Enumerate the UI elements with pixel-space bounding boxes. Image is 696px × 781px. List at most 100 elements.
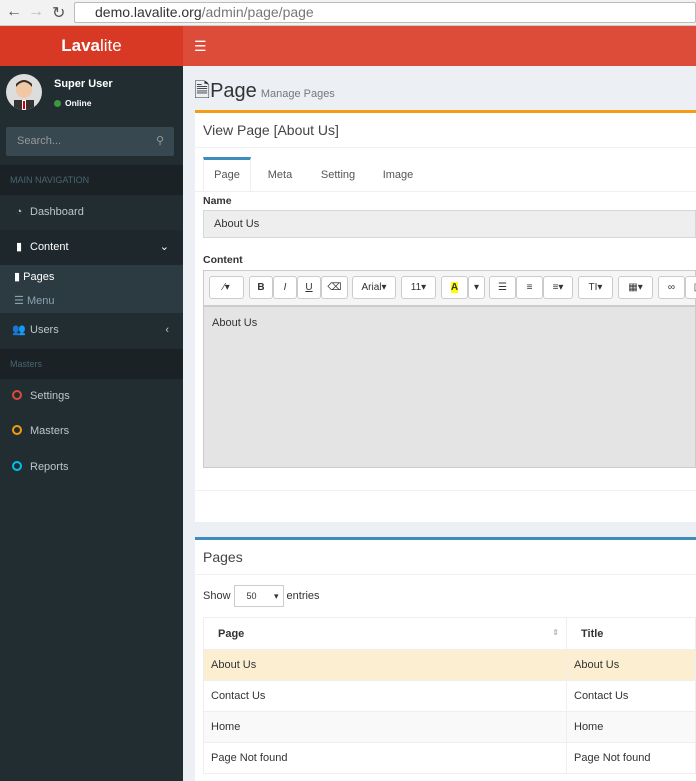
color-letter: A bbox=[450, 282, 459, 293]
table-row[interactable]: About Us About Us bbox=[203, 649, 696, 681]
circle-icon bbox=[12, 425, 22, 435]
sidebar-item-reports[interactable]: Reports bbox=[0, 450, 183, 485]
url-bar[interactable]: demo.lavalite.org/admin/page/page bbox=[74, 2, 696, 23]
font-family-dropdown[interactable]: Arial▾ bbox=[352, 276, 396, 299]
cell-page: Home bbox=[203, 711, 567, 743]
pages-list-box: Pages Show 50 ▾ entries Page ⇕ Title About U… bbox=[195, 537, 696, 781]
table-row[interactable]: Page Not found Page Not found bbox=[203, 742, 696, 774]
page-subtitle: Manage Pages bbox=[260, 88, 335, 100]
url-path: /admin/page/page bbox=[201, 4, 314, 20]
table-row[interactable]: Contact Us Contact Us bbox=[203, 680, 696, 712]
box-title: View Page [About Us] bbox=[203, 122, 339, 138]
italic-button[interactable]: I bbox=[273, 276, 297, 299]
sidebar-item-menu[interactable]: ☰ Menu bbox=[0, 289, 183, 313]
content-submenu: ▮ Pages ☰ Menu bbox=[0, 265, 183, 313]
sidebar-item-pages[interactable]: ▮ Pages bbox=[0, 265, 183, 289]
cell-page: About Us bbox=[203, 649, 567, 681]
editor-text: About Us bbox=[212, 317, 258, 329]
line-height-icon[interactable]: TI▾ bbox=[578, 276, 613, 299]
link-icon[interactable]: ∞ bbox=[658, 276, 685, 299]
align-icon[interactable]: ≡▾ bbox=[543, 276, 573, 299]
reload-icon[interactable]: ↻ bbox=[52, 5, 66, 22]
editor-toolbar: ⁄▾ B I U ⌫ Arial▾ 11▾ A ▾ ☰ ≡ ≡▾ TI▾ ▦▾ … bbox=[203, 270, 696, 305]
book-icon: ▮ bbox=[15, 241, 23, 253]
column-header-title[interactable]: Title bbox=[566, 617, 696, 650]
color-dropdown-button[interactable]: ▾ bbox=[468, 276, 485, 299]
url-host: demo.lavalite.org bbox=[95, 4, 202, 20]
sidebar-item-content[interactable]: ▮ Content ⌄ bbox=[0, 230, 183, 265]
item-label: Menu bbox=[26, 295, 55, 307]
sidebar-search-input[interactable]: Search... ⚲ bbox=[6, 127, 174, 156]
sidebar-item-settings[interactable]: Settings bbox=[0, 379, 183, 414]
search-placeholder: Search... bbox=[17, 135, 62, 147]
cell-title: Home bbox=[566, 711, 696, 743]
table-row[interactable]: Home Home bbox=[203, 711, 696, 743]
top-navbar: ☰ bbox=[183, 26, 696, 66]
user-status: Online bbox=[54, 98, 91, 108]
back-icon[interactable]: ← bbox=[6, 3, 22, 20]
bold-button[interactable]: B bbox=[249, 276, 273, 299]
book-icon: ▮ bbox=[14, 271, 21, 283]
content-label: Content bbox=[203, 254, 243, 266]
eraser-icon[interactable]: ⌫ bbox=[321, 276, 348, 299]
header-text: Page bbox=[218, 627, 245, 640]
logo-bold: Lava bbox=[61, 36, 100, 55]
item-label: Users bbox=[30, 324, 59, 336]
cell-title: Contact Us bbox=[566, 680, 696, 712]
menu-toggle-icon[interactable]: ☰ bbox=[194, 38, 207, 54]
name-input[interactable]: About Us bbox=[203, 210, 696, 238]
sort-icon[interactable]: ⇕ bbox=[552, 627, 559, 637]
online-dot-icon bbox=[54, 100, 61, 107]
user-name: Super User bbox=[54, 78, 113, 90]
content-editor[interactable]: About Us bbox=[203, 305, 696, 468]
font-size-dropdown[interactable]: 11▾ bbox=[401, 276, 436, 299]
bars-icon: ☰ bbox=[14, 295, 24, 307]
main-navigation-header: MAIN NAVIGATION bbox=[0, 165, 183, 195]
ordered-list-icon[interactable]: ≡ bbox=[516, 276, 543, 299]
show-label: Show bbox=[203, 590, 231, 602]
column-header-page[interactable]: Page ⇕ bbox=[203, 617, 567, 650]
status-text: Online bbox=[65, 98, 92, 108]
tab-page[interactable]: Page bbox=[203, 157, 251, 192]
tab-setting[interactable]: Setting bbox=[320, 169, 356, 181]
page-length-value: 50 bbox=[246, 591, 257, 602]
view-page-box: View Page [About Us] Page Meta Setting I… bbox=[195, 110, 696, 522]
size-value: 11 bbox=[410, 282, 422, 293]
sidebar-item-dashboard[interactable]: ◔ Dashboard bbox=[0, 195, 183, 230]
entries-label: entries bbox=[286, 590, 320, 602]
underline-button[interactable]: U bbox=[297, 276, 321, 299]
cell-title: About Us bbox=[566, 649, 696, 681]
header-text: Title bbox=[581, 627, 604, 640]
unordered-list-icon[interactable]: ☰ bbox=[489, 276, 516, 299]
tab-image[interactable]: Image bbox=[382, 169, 414, 181]
divider bbox=[195, 191, 696, 192]
item-label: Masters bbox=[30, 425, 70, 437]
item-label: Pages bbox=[23, 271, 55, 283]
forward-icon[interactable]: → bbox=[28, 3, 44, 20]
circle-icon bbox=[12, 390, 22, 400]
image-icon[interactable]: ▣ bbox=[685, 276, 696, 299]
logo[interactable]: Lavalite bbox=[0, 26, 183, 66]
item-label: Reports bbox=[30, 461, 69, 473]
search-icon[interactable]: ⚲ bbox=[155, 135, 164, 147]
chevron-down-icon: ⌄ bbox=[159, 241, 169, 253]
circle-icon bbox=[12, 461, 22, 471]
sidebar: Super User Online Search... ⚲ MAIN NAVIGA… bbox=[0, 66, 183, 781]
name-label: Name bbox=[203, 195, 232, 207]
tab-meta[interactable]: Meta bbox=[267, 169, 293, 181]
sidebar-item-users[interactable]: 👥 Users ‹ bbox=[0, 313, 183, 348]
item-label: Dashboard bbox=[30, 206, 84, 218]
page-title: 🗎Page Manage Pages bbox=[194, 76, 335, 110]
table-icon[interactable]: ▦▾ bbox=[618, 276, 653, 299]
chevron-left-icon: ‹ bbox=[165, 324, 169, 336]
page-length-select[interactable]: 50 ▾ bbox=[233, 585, 284, 608]
sidebar-item-masters[interactable]: Masters bbox=[0, 414, 183, 449]
style-button[interactable]: ⁄▾ bbox=[209, 276, 244, 299]
box-title: Pages bbox=[203, 549, 243, 565]
text-color-button[interactable]: A bbox=[441, 276, 468, 299]
caret-down-icon: ▾ bbox=[274, 591, 279, 602]
dashboard-icon: ◔ bbox=[15, 206, 23, 218]
title-text: Page bbox=[210, 80, 257, 102]
page-length-control: Show 50 ▾ entries bbox=[203, 584, 320, 608]
font-value: Arial bbox=[361, 282, 382, 293]
